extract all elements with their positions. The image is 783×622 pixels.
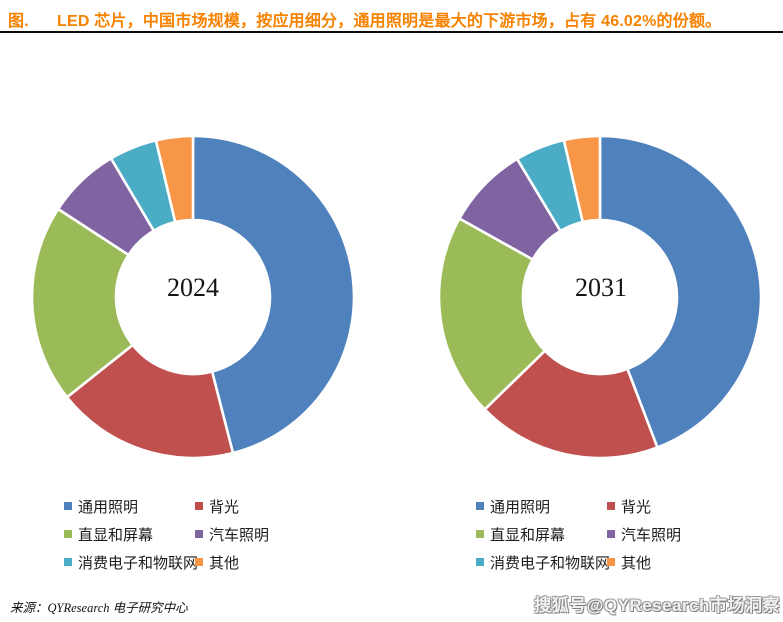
legend-label: 直显和屏幕 <box>490 527 566 544</box>
watermark-text: 搜狐号@QYResearch市场洞察 <box>534 596 780 615</box>
title-underline <box>0 31 783 33</box>
legend-swatch <box>64 502 72 510</box>
legend-swatch <box>195 558 203 566</box>
legend-item: 消费电子和物联网 <box>64 552 199 573</box>
legend-label: 汽车照明 <box>621 527 682 544</box>
legend-item: 通用照明 <box>476 496 607 517</box>
legend-swatch <box>476 502 484 510</box>
legend-item: 通用照明 <box>64 496 195 517</box>
chart-year-label-2024: 2024 <box>167 273 219 302</box>
donut-slice-1 <box>65 343 235 460</box>
legend-label: 汽车照明 <box>209 527 270 544</box>
legend-label: 背光 <box>209 499 240 516</box>
legend-item: 其他 <box>607 552 681 573</box>
legend-swatch <box>195 502 203 510</box>
figure-title-text: LED 芯片，中国市场规模，按应用细分，通用照明是最大的下游市场，占有 46.0… <box>57 13 722 30</box>
legend-label: 直显和屏幕 <box>78 527 154 544</box>
legend-label: 其他 <box>209 555 240 572</box>
donut-slice-2 <box>437 217 547 411</box>
donut-slice-0 <box>191 134 356 455</box>
figure-title-prefix: 图. <box>8 13 29 30</box>
chart-year-label-2031: 2031 <box>575 273 627 302</box>
source-line: 来源：QYResearch 电子研究中心 <box>10 601 188 615</box>
legend-label: 其他 <box>621 555 652 572</box>
legend-swatch <box>607 558 615 566</box>
legend-item: 背光 <box>195 496 269 517</box>
legend-swatch <box>195 530 203 538</box>
legend-swatch <box>607 530 615 538</box>
legend-2031: 通用照明 背光 直显和屏幕 汽车照明 消费电子和物联网 其他 <box>476 492 681 576</box>
legend-item: 直显和屏幕 <box>476 524 607 545</box>
legend-2024: 通用照明 背光 直显和屏幕 汽车照明 消费电子和物联网 其他 <box>64 492 269 576</box>
donut-slice-5 <box>154 134 195 224</box>
figure-title: 图. LED 芯片，中国市场规模，按应用细分，通用照明是最大的下游市场，占有 46… <box>8 7 778 31</box>
legend-label: 通用照明 <box>490 499 551 516</box>
legend-label: 背光 <box>621 499 652 516</box>
donut-chart-2024 <box>30 134 356 460</box>
legend-item: 直显和屏幕 <box>64 524 195 545</box>
donut-slice-0 <box>598 134 763 449</box>
donut-slice-5 <box>562 134 602 224</box>
legend-item: 背光 <box>607 496 681 517</box>
legend-swatch <box>476 558 484 566</box>
legend-label: 通用照明 <box>78 499 139 516</box>
legend-item: 其他 <box>195 552 269 573</box>
donut-slice-1 <box>483 349 659 460</box>
donut-slice-2 <box>30 207 135 399</box>
donut-chart-2031 <box>437 134 763 460</box>
legend-item: 汽车照明 <box>195 524 269 545</box>
legend-swatch <box>64 530 72 538</box>
legend-swatch <box>607 502 615 510</box>
legend-label: 消费电子和物联网 <box>490 555 611 572</box>
legend-item: 汽车照明 <box>607 524 681 545</box>
legend-item: 消费电子和物联网 <box>476 552 611 573</box>
legend-label: 消费电子和物联网 <box>78 555 199 572</box>
legend-swatch <box>476 530 484 538</box>
legend-swatch <box>64 558 72 566</box>
